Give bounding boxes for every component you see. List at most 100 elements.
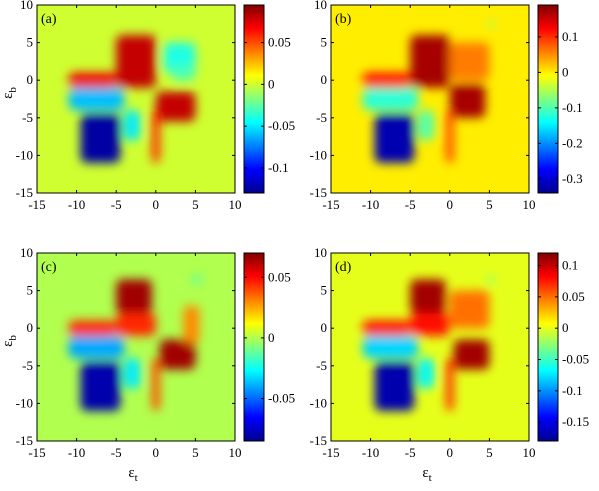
y-tick-label: -5 [316, 358, 327, 373]
x-axis-label-c: εt [128, 465, 137, 484]
heatmap-background [37, 5, 235, 193]
x-tick-label: 5 [192, 197, 199, 212]
heat-feature-3 [410, 35, 450, 88]
heat-feature-5 [449, 83, 486, 118]
colorbar-gradient [538, 253, 558, 441]
x-tick-label: 0 [447, 197, 454, 212]
heatmap-features [68, 35, 196, 163]
x-tick-label: 10 [229, 197, 242, 212]
colorbar-gradient [538, 5, 558, 193]
colorbar-frame [537, 4, 559, 194]
y-tick-label: 0 [27, 72, 34, 87]
x-tick-label: 5 [192, 445, 199, 460]
panel-label-c: (c) [41, 260, 57, 275]
y-tick-label: 0 [321, 320, 328, 335]
x-tick-label: -5 [405, 445, 416, 460]
y-tick-label: 0 [321, 72, 328, 87]
heat-feature-7 [151, 358, 160, 411]
y-tick-label: -10 [310, 395, 327, 410]
x-tick-label: -10 [362, 197, 379, 212]
colorbar-tick-label: 0 [562, 64, 569, 79]
colorbar-tick-label: 0.1 [562, 258, 578, 273]
heat-feature-6 [445, 110, 454, 163]
colorbar-tick-label: -0.1 [268, 160, 289, 175]
colorbar-frame [243, 252, 265, 442]
colorbar-a: 0.05 0 -0.05 -0.1 [243, 4, 295, 194]
x-tick-label: 5 [486, 197, 493, 212]
heat-feature-2 [124, 358, 140, 389]
panel-b: -15 -10 -5 0 5 10 10 5 0 -5 -10 -15 (b) 0.1 0 -0.1 -0.… [310, 0, 583, 212]
colorbar-gradient [244, 5, 264, 193]
colorbar-tick-label: 0.05 [268, 35, 291, 50]
y-tick-label: 5 [321, 283, 328, 298]
y-tick-label: 10 [314, 245, 327, 260]
y-tick-label: -15 [310, 433, 327, 448]
x-tick-label: 10 [229, 445, 242, 460]
heat-feature-5 [155, 91, 196, 122]
x-tick-label: 5 [486, 445, 493, 460]
colorbar-tick-label: 0.1 [562, 29, 578, 44]
colorbar-gradient [244, 253, 264, 441]
plot-frame-d [330, 252, 530, 442]
heat-feature-4 [116, 313, 156, 336]
panel-label-b: (b) [335, 12, 352, 27]
y-tick-label: -10 [16, 147, 33, 162]
heat-feature-1 [68, 87, 125, 111]
heat-feature-0 [374, 362, 415, 411]
heat-feature-3 [116, 279, 152, 314]
heatmap-features [68, 275, 201, 411]
y-tick-label: -15 [16, 185, 33, 200]
x-tick-label: -5 [111, 445, 122, 460]
colorbar-tick-label: -0.05 [268, 118, 295, 133]
heat-feature-8 [171, 65, 196, 81]
axis-ticks-a: -15 -10 -5 0 5 10 10 5 0 -5 -10 -15 [16, 0, 242, 212]
x-tick-label: 10 [523, 197, 536, 212]
panel-a: -15 -10 -5 0 5 10 10 5 0 -5 -10 -15 (a) εb 0.05 0 -0.… [0, 0, 295, 212]
heat-feature-4 [410, 313, 450, 336]
x-tick-label: -15 [322, 197, 339, 212]
x-tick-label: -10 [362, 445, 379, 460]
y-tick-label: 5 [27, 35, 34, 50]
colorbar-frame [243, 4, 265, 194]
panel-label-d: (d) [335, 260, 352, 275]
plot-frame-c [36, 252, 236, 442]
y-tick-label: -10 [310, 147, 327, 162]
heat-feature-4 [68, 72, 117, 88]
plot-frame-b [330, 4, 530, 194]
heat-feature-3 [116, 35, 156, 88]
heatmap-background [331, 5, 529, 193]
y-tick-label: -5 [22, 110, 33, 125]
colorbar-tick-label: -0.1 [562, 100, 583, 115]
colorbar-tick-label: 0 [268, 76, 275, 91]
heat-feature-6 [453, 339, 490, 370]
heatmap-features [362, 275, 495, 411]
colorbar-tick-label: -0.2 [562, 135, 583, 150]
colorbar-b: 0.1 0 -0.1 -0.2 -0.3 [537, 4, 583, 194]
heat-feature-0 [80, 362, 121, 411]
y-tick-label: 0 [27, 320, 34, 335]
heat-feature-4 [362, 72, 411, 88]
x-tick-label: 0 [447, 445, 454, 460]
colorbar-tick-label: 0.05 [268, 269, 291, 284]
heat-feature-8 [487, 20, 495, 28]
y-tick-label: 10 [20, 245, 33, 260]
heatmap-b [331, 5, 529, 193]
heatmap-c [37, 253, 235, 441]
y-tick-label: -10 [16, 395, 33, 410]
heat-feature-8 [183, 305, 200, 344]
heat-feature-1 [362, 335, 419, 359]
colorbar-tick-label: -0.05 [562, 352, 589, 367]
heat-feature-7 [445, 358, 454, 411]
heatmap-d [331, 253, 529, 441]
axis-ticks-d: -15 -10 -5 0 5 10 10 5 0 -5 -10 -15 [310, 245, 536, 460]
y-axis-label-a: εb [0, 87, 19, 99]
heat-feature-2 [418, 110, 434, 141]
heat-feature-9 [193, 275, 201, 284]
y-tick-label: 5 [27, 283, 34, 298]
colorbar-tick-label: 0 [268, 330, 275, 345]
y-tick-label: -15 [310, 185, 327, 200]
heat-feature-9 [487, 275, 495, 284]
colorbar-tick-label: -0.3 [562, 171, 583, 186]
